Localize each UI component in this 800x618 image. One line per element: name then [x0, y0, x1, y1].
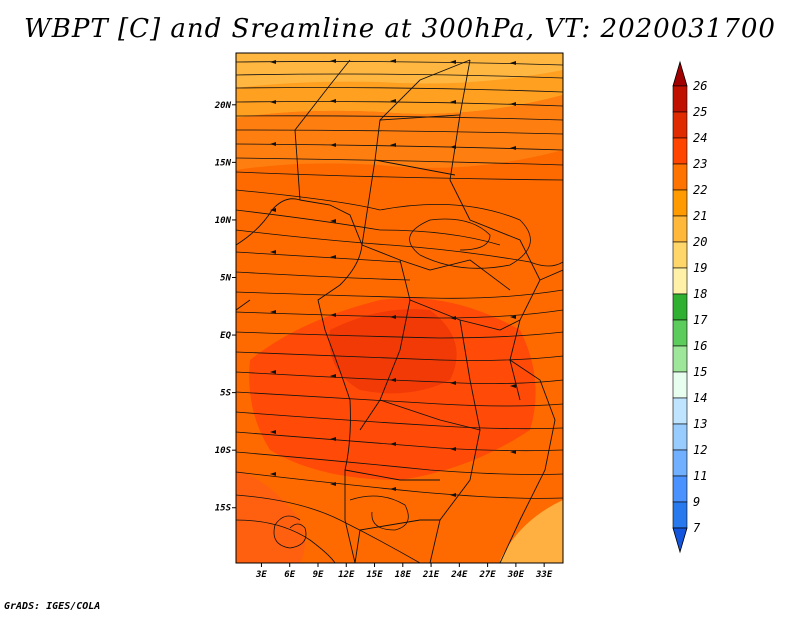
colorbar-label: 12 — [693, 443, 707, 457]
colorbar-label: 18 — [693, 287, 707, 301]
colorbar-swatch — [672, 215, 688, 243]
lat-label: 10N — [215, 216, 232, 226]
colorbar-swatch — [672, 111, 688, 139]
colorbar-label: 25 — [693, 105, 707, 119]
colorbar-label: 19 — [693, 261, 707, 275]
lat-label: EQ — [220, 331, 231, 341]
lon-label: 6E — [284, 570, 295, 580]
colorbar-label: 13 — [693, 417, 707, 431]
grads-credit: GrADS: IGES/COLA — [4, 601, 101, 612]
colorbar-label: 14 — [693, 391, 707, 405]
field-core — [329, 309, 457, 394]
colorbar-label: 24 — [693, 131, 707, 145]
lon-label: 21E — [422, 570, 440, 580]
lon-label: 3E — [255, 570, 267, 580]
field-south-patch — [500, 500, 563, 563]
stream-arrows — [270, 59, 516, 497]
lon-label: 24E — [450, 570, 468, 580]
colorbar-label: 17 — [693, 313, 708, 327]
longitude-axis: 3E 6E 9E 12E 15E 18E 21E 24E 27E 30E 33E — [255, 563, 553, 580]
colorbar-swatch — [672, 319, 688, 347]
colorbar-swatch — [672, 241, 688, 269]
colorbar-swatch — [672, 189, 688, 217]
colorbar-label: 7 — [693, 521, 701, 535]
lat-label: 15N — [215, 158, 232, 168]
colorbar: 26 25 24 23 22 21 20 19 18 17 16 15 14 13 12 11 9 7 — [672, 60, 708, 554]
colorbar-swatch — [672, 501, 688, 529]
colorbar-label: 16 — [693, 339, 707, 353]
lon-label: 18E — [395, 570, 412, 580]
colorbar-swatch — [672, 267, 688, 295]
colorbar-label: 26 — [693, 79, 707, 93]
latitude-axis: 20N 15N 10N 5N EQ 5S 10S 15S — [214, 101, 236, 514]
colorbar-swatch — [672, 423, 688, 451]
lat-label: 20N — [214, 101, 232, 111]
colorbar-swatch — [672, 449, 688, 477]
colorbar-label: 9 — [693, 495, 700, 509]
field-sw-patch — [236, 470, 305, 563]
colorbar-label: 15 — [693, 365, 707, 379]
colorbar-label: 20 — [693, 235, 707, 249]
field-sahel-band — [236, 95, 563, 170]
map-title: WBPT [C] and Sreamline at 300hPa, VT: 20… — [24, 14, 776, 44]
colorbar-top-arrow — [672, 60, 688, 87]
lon-label: 27E — [478, 570, 496, 580]
colorbar-label: 22 — [693, 183, 707, 197]
streamlines — [236, 61, 563, 563]
colorbar-swatch — [672, 371, 688, 399]
lon-label: 9E — [313, 570, 324, 580]
colorbar-label: 23 — [693, 157, 707, 171]
colorbar-swatch — [672, 137, 688, 165]
lat-label: 15S — [215, 504, 232, 514]
lon-label: 33E — [535, 570, 553, 580]
temperature-field — [236, 53, 563, 563]
colorbar-swatch — [672, 397, 688, 425]
lon-label: 15E — [366, 570, 383, 580]
lon-label: 12E — [338, 570, 355, 580]
colorbar-bottom-arrow — [672, 527, 688, 554]
country-borders — [236, 59, 563, 563]
map-frame — [235, 52, 564, 564]
colorbar-swatch — [672, 345, 688, 373]
colorbar-swatch — [672, 163, 688, 191]
lat-label: 5S — [220, 389, 231, 399]
lat-label: 10S — [215, 446, 232, 456]
lon-label: 30E — [507, 570, 525, 580]
colorbar-label: 11 — [693, 469, 707, 483]
colorbar-swatch — [672, 293, 688, 321]
colorbar-swatch — [672, 475, 688, 503]
colorbar-label: 21 — [693, 209, 707, 223]
lat-label: 5N — [220, 273, 231, 283]
colorbar-swatch — [672, 85, 688, 113]
